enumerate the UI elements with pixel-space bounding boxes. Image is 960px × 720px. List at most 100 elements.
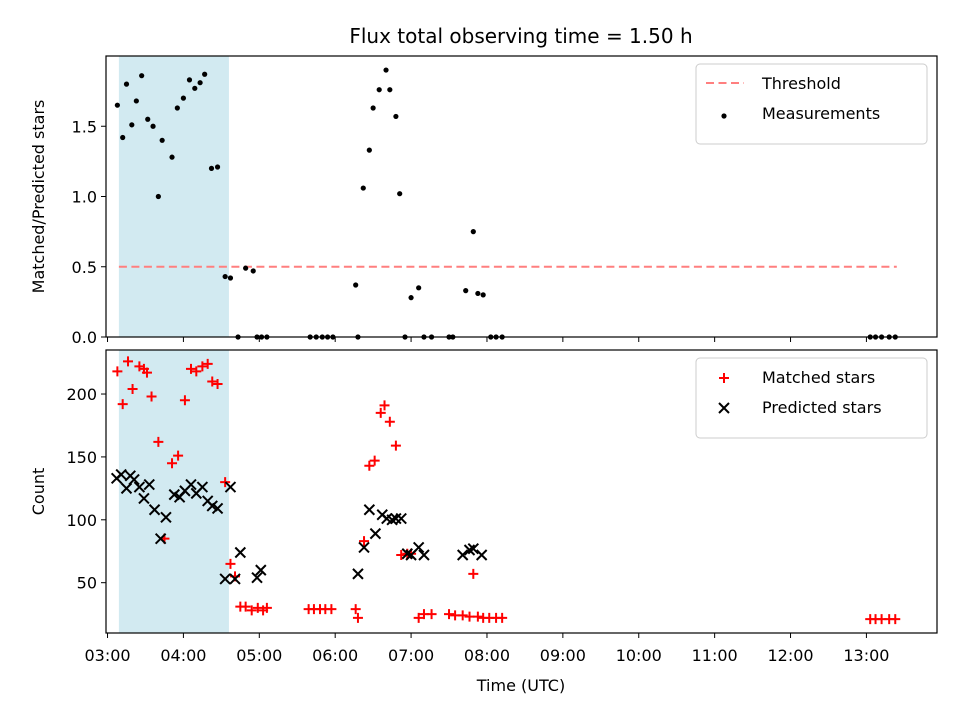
data-point-dot <box>155 193 161 200</box>
data-point-dot <box>123 81 130 87</box>
shaded-observing-window <box>118 350 229 633</box>
data-point-plus <box>127 383 138 394</box>
data-point-dot <box>180 95 187 101</box>
data-point-plus <box>384 416 395 427</box>
y-tick-label: 150 <box>66 448 97 467</box>
data-point-plus <box>197 361 208 372</box>
bottom-panel-counts: 50 100 150 200 03:00 04:00 05:00 06:00 07:00 08:0… <box>29 349 938 665</box>
data-point-dot <box>376 87 382 93</box>
data-point-x <box>128 473 140 486</box>
data-point-x <box>160 511 172 523</box>
data-point-plus <box>153 436 164 447</box>
data-point-dot <box>475 290 481 297</box>
data-point-plus <box>123 356 134 367</box>
data-point-dot <box>366 147 372 153</box>
y-tick-label: 1.5 <box>72 117 97 136</box>
data-point-x <box>463 544 476 556</box>
data-point-plus <box>326 604 337 615</box>
axes-frame-bottom <box>105 349 938 634</box>
legend-bottom: Matched stars Predicted stars <box>695 357 928 439</box>
x-axis-label: Time (UTC) <box>476 676 565 695</box>
legend-top: Threshold Measurements <box>695 63 928 145</box>
data-point-plus <box>457 610 468 621</box>
data-point-plus <box>352 612 363 623</box>
data-point-plus <box>202 358 213 369</box>
data-point-dot <box>397 191 403 197</box>
data-point-dot <box>222 273 228 280</box>
data-point-x <box>363 504 376 516</box>
y-tick-label: 200 <box>66 385 97 404</box>
data-point-plus <box>375 407 386 418</box>
x-tick-label: 13:00 <box>843 646 889 665</box>
data-point-plus <box>207 376 218 387</box>
data-point-x <box>358 541 370 554</box>
y-tick-label: 100 <box>66 511 97 530</box>
data-point-x <box>143 478 155 491</box>
data-point-x <box>251 571 263 584</box>
series-x-bottom <box>110 468 488 585</box>
data-point-dot <box>243 265 249 271</box>
data-point-x <box>395 512 407 525</box>
data-point-x <box>456 549 469 561</box>
data-point-plus <box>225 558 236 569</box>
data-point-plus <box>472 611 483 622</box>
data-point-plus <box>112 366 123 377</box>
data-point-dot <box>416 285 422 291</box>
data-point-x <box>418 549 430 561</box>
x-tick-label: 09:00 <box>540 646 586 665</box>
data-point-plus <box>252 602 263 613</box>
data-point-plus <box>350 604 361 615</box>
data-point-dot <box>192 85 198 91</box>
data-point-x <box>475 549 488 561</box>
data-point-plus <box>413 612 424 623</box>
data-point-plus <box>396 550 407 561</box>
data-point-plus <box>497 612 508 623</box>
x-tick-label: 08:00 <box>464 646 510 665</box>
data-point-dot <box>197 80 203 86</box>
data-point-x <box>211 502 224 515</box>
x-tick-label: 03:00 <box>84 646 130 665</box>
top-panel-ratio: 0.0 0.5 1.0 1.5 Matched/Predicted stars Thres… <box>29 55 938 347</box>
data-point-dot <box>129 122 135 128</box>
data-point-plus <box>369 455 380 466</box>
y-tick-label: 0.5 <box>72 258 97 277</box>
data-point-dot <box>139 73 145 79</box>
data-point-x <box>219 573 231 585</box>
data-point-plus <box>141 367 152 378</box>
data-point-dot <box>360 185 366 191</box>
data-point-dot <box>227 275 234 281</box>
data-point-dot <box>383 67 389 73</box>
data-point-dot <box>186 77 193 83</box>
data-point-dot <box>133 98 139 104</box>
data-point-plus <box>468 568 479 579</box>
data-point-x <box>148 504 161 516</box>
y-tick-label: 0.0 <box>72 328 97 347</box>
data-point-x <box>196 481 209 493</box>
legend-box <box>695 357 928 439</box>
x-tick-label: 07:00 <box>388 646 434 665</box>
data-point-plus <box>179 395 190 406</box>
data-point-x <box>352 568 364 580</box>
data-point-x <box>255 564 267 576</box>
x-tick-label: 10:00 <box>616 646 662 665</box>
data-point-plus <box>191 366 202 377</box>
y-axis-label-top: Matched/Predicted stars <box>29 100 48 294</box>
data-point-x <box>154 532 167 545</box>
data-point-x <box>401 548 413 560</box>
data-point-dot <box>370 105 376 111</box>
x-tick-label: 06:00 <box>312 646 358 665</box>
data-point-dot <box>353 282 359 288</box>
data-point-plus <box>261 602 272 613</box>
data-point-plus <box>220 477 231 488</box>
data-point-x <box>229 573 241 585</box>
legend-swatch-dot <box>721 113 727 119</box>
data-point-plus <box>212 378 223 389</box>
data-point-dot <box>408 295 414 301</box>
data-point-plus <box>146 391 157 402</box>
data-point-plus <box>240 601 251 612</box>
data-point-dot <box>174 105 180 111</box>
data-point-x <box>412 541 425 554</box>
data-point-plus <box>464 611 475 622</box>
data-point-plus <box>167 458 178 469</box>
